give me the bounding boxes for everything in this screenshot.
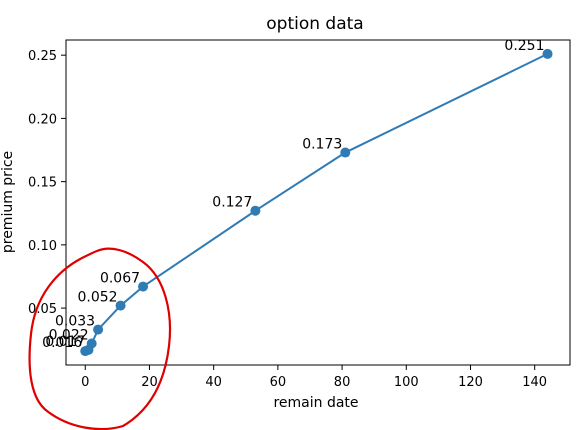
- x-tick-label: 0: [81, 375, 89, 390]
- x-tick-label: 20: [141, 375, 158, 390]
- data-label: 0.173: [302, 137, 342, 153]
- x-axis-label: remain date: [273, 395, 358, 411]
- y-tick-label: 0.15: [28, 176, 57, 191]
- data-label: 0.033: [55, 314, 95, 330]
- y-tick-label: 0.25: [28, 49, 57, 64]
- y-axis-label: premium price: [0, 151, 16, 253]
- y-tick-label: 0.10: [28, 239, 57, 254]
- x-tick-label: 120: [458, 375, 483, 390]
- y-axis: 0.05 0.10 0.15 0.20 0.25: [28, 49, 66, 317]
- data-label: 0.127: [212, 195, 252, 211]
- x-tick-label: 80: [334, 375, 351, 390]
- x-tick-label: 140: [522, 375, 547, 390]
- x-tick-label: 40: [205, 375, 222, 390]
- hand-drawn-circle-annotation: [28, 247, 172, 430]
- y-tick-label: 0.20: [28, 112, 57, 127]
- y-tick-label: 0.05: [28, 302, 57, 317]
- data-point: [115, 300, 126, 311]
- data-point: [542, 48, 553, 59]
- chart-title: option data: [266, 14, 363, 34]
- data-point: [86, 338, 97, 349]
- data-label: 0.016: [42, 335, 82, 351]
- series-points: [80, 48, 553, 357]
- data-label: 0.251: [504, 38, 544, 54]
- data-label: 0.067: [100, 271, 140, 287]
- x-tick-label: 100: [394, 375, 419, 390]
- data-label: 0.022: [49, 328, 89, 344]
- data-label: 0.017: [45, 334, 85, 350]
- x-tick-label: 60: [270, 375, 287, 390]
- data-point: [93, 324, 104, 335]
- data-label: 0.052: [77, 290, 117, 306]
- x-axis: 0 20 40 60 80 100 120 140: [81, 365, 547, 390]
- data-point: [138, 281, 149, 292]
- series-line: [84, 53, 548, 353]
- data-point: [250, 205, 261, 216]
- data-point: [340, 147, 351, 158]
- plot-frame: [65, 39, 571, 366]
